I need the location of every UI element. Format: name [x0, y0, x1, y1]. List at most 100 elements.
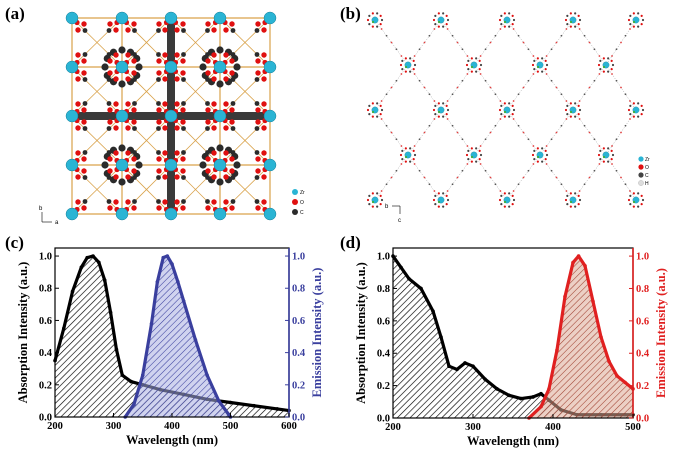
oxygen-atom — [113, 125, 119, 131]
data-point-0-2 — [70, 289, 75, 294]
cluster-atom — [602, 160, 605, 163]
y-left-axis-title: Absorption Intensity (a.u.) — [16, 262, 30, 404]
carbon-atom — [254, 175, 260, 180]
linker-atom — [593, 169, 596, 172]
linker-atom — [560, 183, 563, 186]
cluster-atom — [442, 205, 445, 208]
panel-label-a: (a) — [5, 4, 25, 23]
linker-atom — [578, 118, 581, 120]
data-point-0-9 — [114, 347, 119, 352]
oxygen-atom — [223, 199, 229, 205]
data-point-1-6 — [165, 254, 170, 258]
cluster-atom — [512, 18, 516, 22]
cluster-atom — [413, 153, 417, 157]
cluster-atom — [470, 147, 473, 150]
cluster-atom — [545, 153, 549, 157]
cluster-atom — [479, 63, 483, 67]
linker-atom — [629, 28, 631, 30]
cluster-atom — [511, 113, 514, 116]
oxygen-atom — [255, 70, 261, 76]
data-point-0-15 — [539, 391, 543, 396]
linker-atom — [484, 138, 487, 141]
x-tick-label: 300 — [106, 421, 122, 432]
linker-atom — [588, 131, 591, 134]
data-point-0-7 — [102, 278, 107, 282]
cluster-atom — [500, 23, 503, 26]
linker-atom — [583, 183, 586, 186]
data-point-1-2 — [547, 387, 551, 391]
zirconium-atom — [164, 60, 178, 74]
cluster-atom — [413, 63, 417, 67]
linker-atom — [499, 100, 502, 102]
linker-atom — [380, 190, 383, 192]
cluster-atom — [475, 160, 478, 163]
oxygen-atom — [211, 199, 217, 205]
cluster-atom — [533, 149, 536, 152]
carbon-atom — [156, 52, 161, 57]
oxygen-atom — [223, 27, 229, 33]
cluster-atom — [640, 203, 643, 206]
cluster-atom — [503, 115, 506, 118]
linker-atom — [390, 131, 393, 134]
series-line-1 — [527, 254, 635, 420]
cluster-atom — [371, 110, 375, 114]
y-left-tick-label: 0.0 — [377, 414, 390, 425]
oxygen-atom — [229, 58, 235, 64]
cluster-atom — [437, 25, 440, 28]
linker-atom — [484, 79, 487, 82]
oxygen-atom — [211, 101, 217, 107]
data-point-1-11 — [615, 374, 619, 378]
legend-swatch-c — [292, 209, 298, 215]
linker-atom — [550, 79, 553, 82]
cluster-atom — [446, 18, 450, 22]
legend-swatch-zr — [292, 189, 298, 195]
panel-b: (b) Zr O C H b c — [340, 4, 650, 224]
cluster-atom — [446, 108, 450, 112]
bond — [121, 115, 172, 166]
linker-atom — [385, 93, 388, 96]
carbon-atom — [230, 77, 236, 82]
oxygen-atom — [261, 199, 267, 205]
cluster-atom — [566, 203, 569, 206]
oxygen-atom — [261, 150, 267, 156]
data-point-0-12 — [507, 393, 511, 398]
linker-atom — [428, 183, 431, 186]
oxygen-atom — [223, 125, 229, 131]
linker-atom — [624, 183, 627, 186]
carbon-atom — [205, 150, 210, 155]
oxygen-atom — [81, 168, 87, 174]
linker-atom — [527, 48, 530, 51]
linker-atom — [451, 93, 454, 96]
oxygen-atom — [75, 150, 81, 156]
cluster-atom — [564, 108, 568, 112]
axis-label-b: b — [39, 206, 43, 212]
oxygen-atom — [131, 21, 137, 27]
linker-atom — [395, 138, 398, 141]
cluster-atom — [508, 192, 511, 195]
linker-atom — [578, 28, 581, 30]
carbon-atom — [132, 199, 137, 204]
data-point-1-9 — [599, 335, 603, 339]
linker-atom — [466, 163, 469, 165]
cluster-atom — [399, 153, 403, 157]
cluster-atom — [569, 20, 573, 24]
cluster-atom — [500, 14, 503, 17]
bond — [170, 17, 221, 68]
data-point-1-12 — [623, 380, 627, 385]
y-left-tick-label: 0.6 — [377, 316, 390, 327]
cluster-atom — [380, 108, 384, 112]
linker-atom — [527, 169, 530, 172]
linker-atom — [484, 48, 487, 51]
legend-label-zr: Zr — [300, 190, 305, 196]
legend-label-zr-b: Zr — [645, 157, 650, 163]
linker-atom — [466, 55, 469, 57]
legend-swatch-o-b — [638, 164, 644, 170]
axis-label-b-dir: b — [385, 204, 389, 210]
oxygen-atom — [125, 101, 131, 107]
carbon-atom — [181, 199, 186, 204]
carbon-atom — [216, 80, 224, 88]
cluster-atom — [437, 102, 440, 105]
linker-atom — [583, 124, 586, 127]
cluster-atom — [602, 147, 605, 150]
oxygen-atom — [156, 58, 162, 64]
